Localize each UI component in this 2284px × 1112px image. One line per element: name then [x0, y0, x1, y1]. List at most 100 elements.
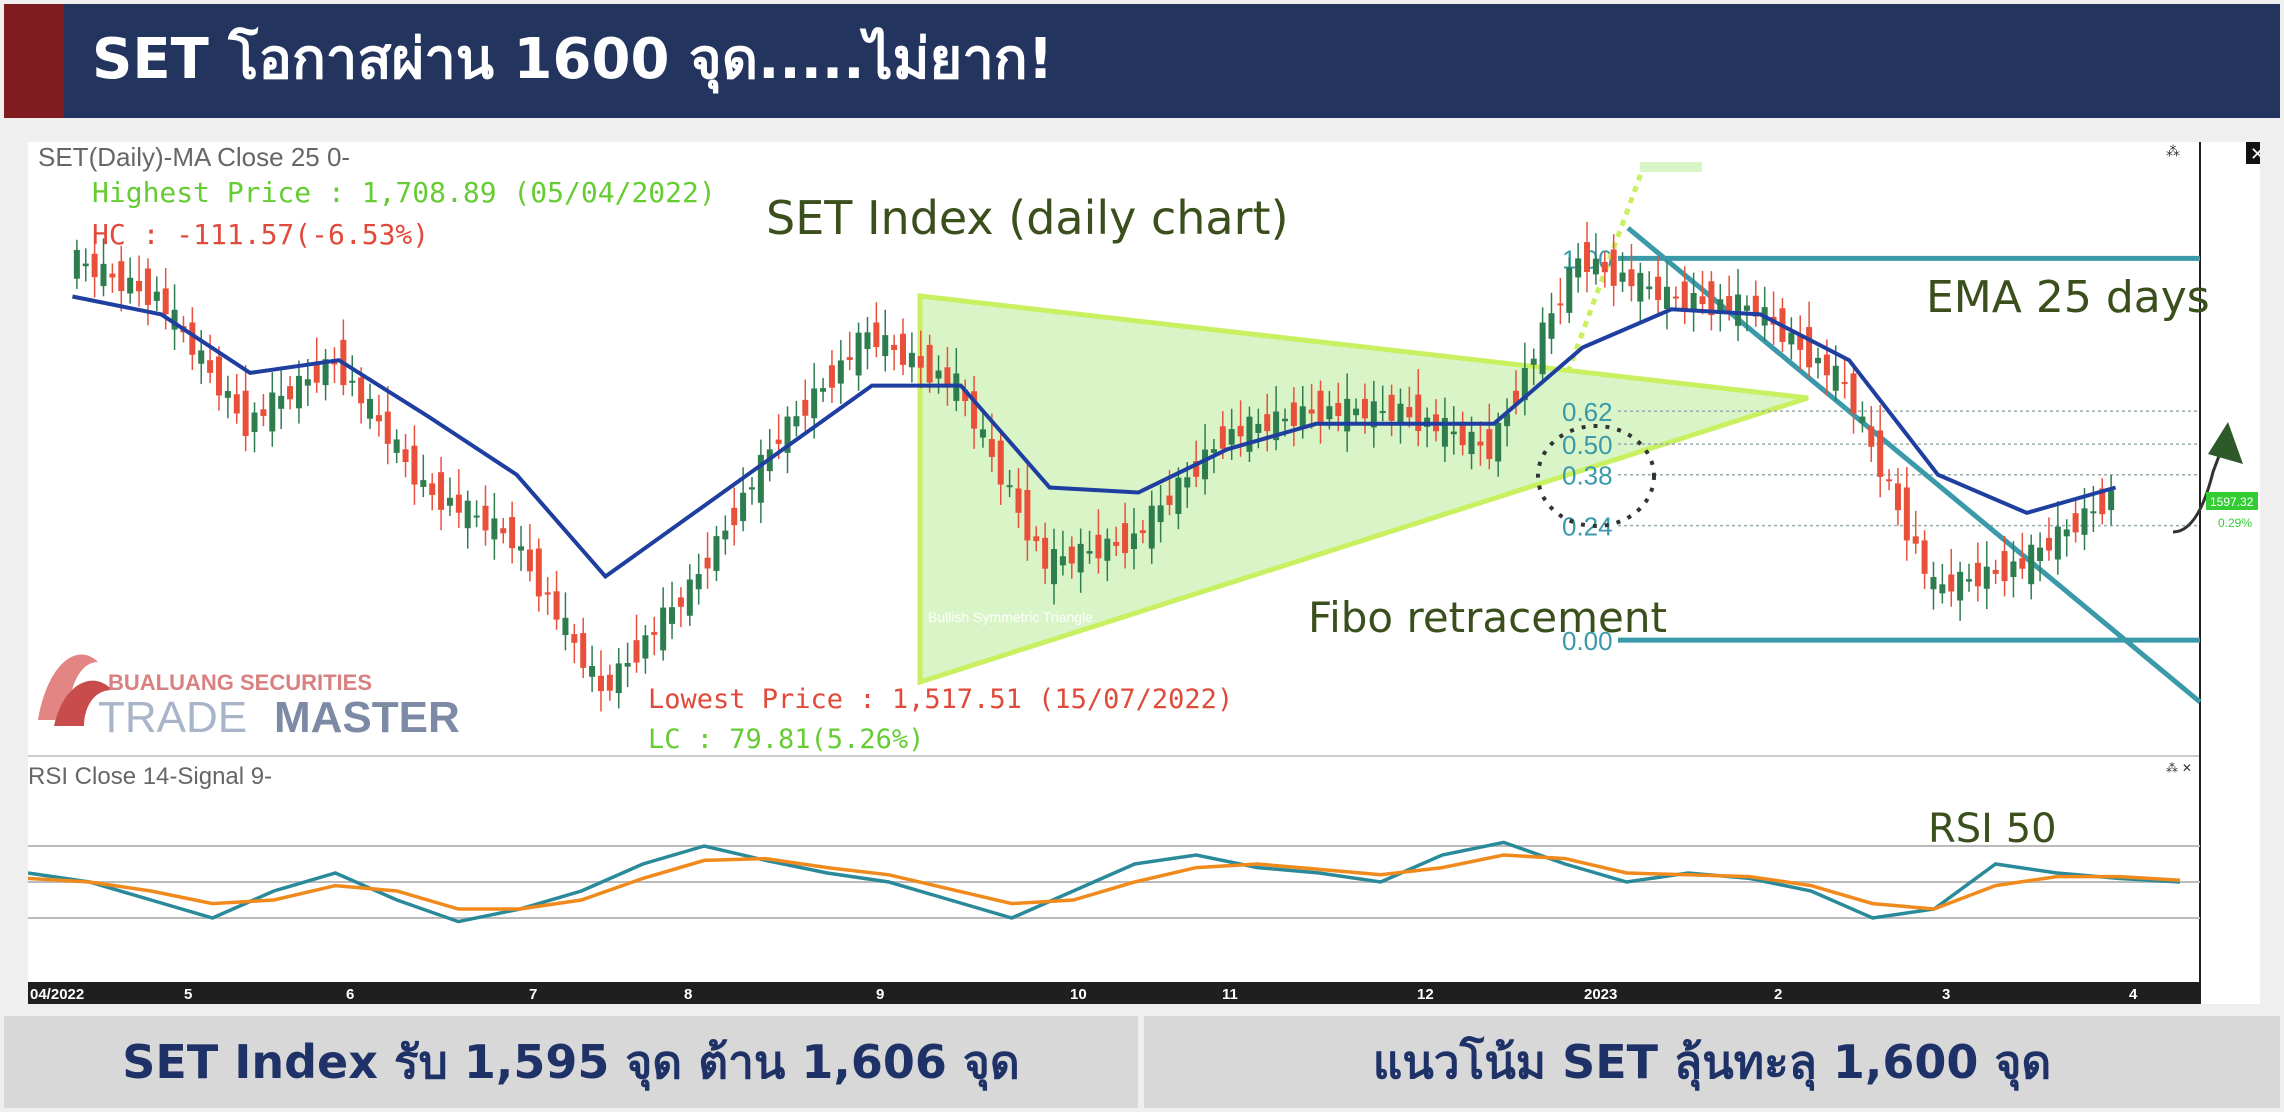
candle-body [562, 617, 569, 636]
candle-body [331, 362, 338, 365]
x-tick-label: 04/2022 [30, 986, 84, 1003]
candle-body [100, 263, 107, 287]
candle-body [322, 359, 329, 386]
up-arrow-icon [2208, 422, 2243, 464]
candle-body [642, 635, 649, 659]
close-icon[interactable] [2246, 142, 2260, 164]
candle-body [935, 370, 942, 379]
candle-body [1166, 495, 1173, 505]
candle-body [2045, 537, 2052, 551]
candle-body [1841, 382, 1848, 385]
candle-body [553, 591, 560, 620]
candle-body [997, 440, 1004, 485]
candle-body [358, 377, 365, 404]
candle-body [1752, 295, 1759, 317]
chart-title: SET Index (daily chart) [766, 191, 1289, 245]
candle-body [82, 263, 89, 267]
candle-body [384, 411, 391, 444]
candle-body [1290, 402, 1297, 426]
candle-body [784, 416, 791, 453]
candle-body [500, 528, 507, 534]
title-bar: SET โอกาสผ่าน 1600 จุด.....ไม่ยาก! [4, 4, 2280, 118]
x-tick-label: 3 [1942, 986, 1950, 1003]
candle-body [2028, 544, 2035, 585]
candle-body [1184, 477, 1191, 488]
candle-body [544, 592, 551, 595]
small-highlight [1640, 162, 1702, 172]
rsi-panel-icons[interactable]: ⁂ ✕ [2166, 761, 2192, 775]
x-tick-label: 5 [184, 986, 192, 1003]
candle-body [1468, 431, 1475, 455]
candle-body [136, 281, 143, 292]
candle-body [1157, 505, 1164, 523]
expand-icon[interactable]: ⁂ [2166, 144, 2180, 160]
candle-body [1326, 406, 1333, 420]
candle-body [464, 500, 471, 529]
candle-body [1894, 483, 1901, 511]
candle-body [144, 268, 151, 305]
candle-body [153, 291, 160, 301]
candle-body [1370, 401, 1377, 428]
candle-body [917, 356, 924, 368]
trend-outlook-box: แนวโน้ม SET ลุ้นทะลุ 1,600 จุด [1144, 1016, 2280, 1108]
candle-body [429, 483, 436, 495]
candle-body [864, 332, 871, 349]
candle-body [1681, 281, 1688, 309]
candle-body [1743, 305, 1750, 311]
candle-body [2010, 561, 2017, 578]
x-tick-label: 10 [1070, 986, 1087, 1003]
candle-body [1983, 566, 1990, 589]
triangle-pattern-label: Bullish Symmetric Triangle [928, 609, 1093, 625]
candle-body [1886, 479, 1893, 482]
candle-body [1726, 296, 1733, 311]
fibo-level-label: 0.24 [1562, 512, 1613, 542]
candle-body [615, 663, 622, 694]
price-panel: SET(Daily)-MA Close 25 0- Bullish Symmet… [28, 142, 2260, 1004]
tradermaster-logo: BUALUANG SECURITIES TRADE MASTER [38, 654, 460, 742]
hc-label: HC : -111.57(-6.53%) [92, 218, 429, 251]
candle-body [1921, 540, 1928, 574]
candle-body [1068, 546, 1075, 564]
candle-body [660, 607, 667, 651]
candle-body [944, 367, 951, 386]
candle-body [580, 633, 587, 668]
candle-body [1051, 549, 1058, 585]
candle-body [811, 388, 818, 419]
candle-body [1646, 286, 1653, 290]
candle-body [1397, 403, 1404, 424]
candle-body [979, 429, 986, 438]
candle-body [2108, 490, 2115, 511]
candle-body [393, 439, 400, 453]
candle-body [1059, 556, 1066, 566]
candle-body [491, 518, 498, 540]
candle-body [1246, 416, 1253, 452]
candle-body [828, 365, 835, 388]
candle-body [891, 344, 898, 350]
candle-body [1495, 422, 1502, 462]
rsi-line [28, 840, 2181, 924]
candle-body [1974, 562, 1981, 587]
ema-label: EMA 25 days [1926, 272, 2210, 323]
candle-body [1077, 543, 1084, 573]
candle-body [1850, 373, 1857, 414]
candle-body [1814, 357, 1821, 364]
candle-body [686, 579, 693, 616]
candle-body [1042, 537, 1049, 569]
logo-line1: BUALUANG SECURITIES [108, 670, 372, 695]
x-tick-label: 2023 [1584, 986, 1617, 1003]
candle-body [1033, 536, 1040, 542]
candle-body [900, 333, 907, 365]
candle-body [1095, 534, 1102, 559]
candle-body [1441, 417, 1448, 447]
candle-body [793, 416, 800, 427]
x-tick-label: 11 [1222, 986, 1238, 1003]
candle-body [1877, 430, 1884, 477]
candle-body [1939, 584, 1946, 594]
candle-body [1344, 398, 1351, 432]
candle-body [731, 507, 738, 526]
x-tick-label: 7 [529, 986, 537, 1003]
candle-body [882, 335, 889, 357]
candle-body [1335, 402, 1342, 416]
candle-body [651, 632, 658, 635]
candle-body [1210, 449, 1217, 453]
